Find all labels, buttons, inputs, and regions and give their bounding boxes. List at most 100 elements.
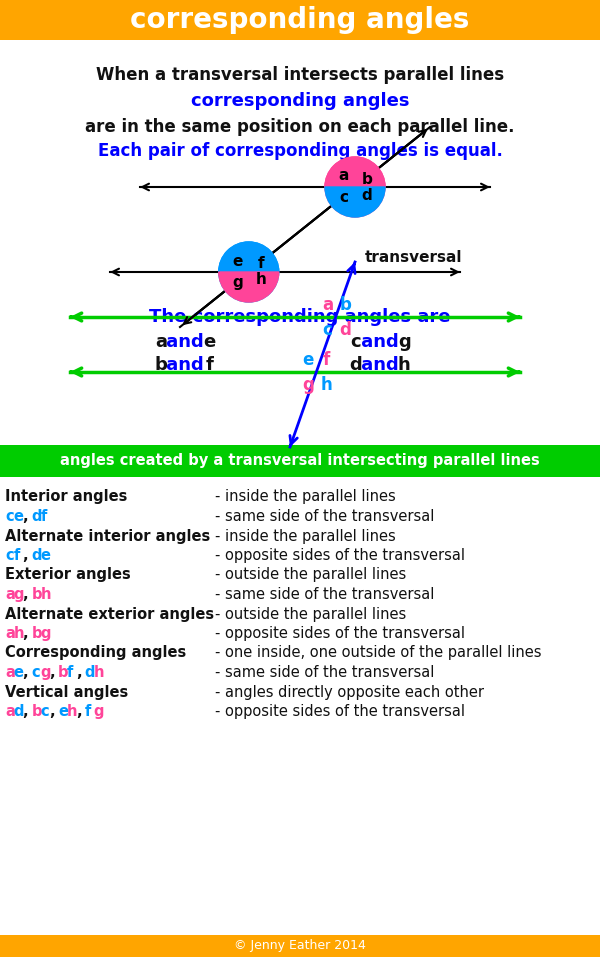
Text: and: and bbox=[355, 333, 405, 351]
Text: e: e bbox=[233, 254, 243, 269]
Wedge shape bbox=[219, 242, 279, 272]
Text: h: h bbox=[320, 376, 332, 394]
Text: and: and bbox=[355, 356, 405, 374]
Text: c: c bbox=[40, 704, 49, 719]
Text: ,: , bbox=[23, 665, 28, 680]
Text: b: b bbox=[362, 171, 373, 187]
Text: Each pair of corresponding angles is equal.: Each pair of corresponding angles is equ… bbox=[98, 142, 502, 160]
Text: c: c bbox=[32, 665, 40, 680]
Text: a: a bbox=[5, 587, 15, 602]
Text: g: g bbox=[14, 587, 25, 602]
Text: - angles directly opposite each other: - angles directly opposite each other bbox=[215, 684, 484, 700]
Text: - same side of the transversal: - same side of the transversal bbox=[215, 665, 434, 680]
Text: e: e bbox=[203, 333, 215, 351]
Text: h: h bbox=[398, 356, 410, 374]
Text: a: a bbox=[5, 626, 15, 641]
Text: c: c bbox=[350, 333, 361, 351]
Text: f: f bbox=[323, 351, 330, 369]
Text: e: e bbox=[302, 351, 314, 369]
Text: ,: , bbox=[23, 704, 28, 719]
Text: a: a bbox=[5, 665, 15, 680]
Bar bbox=[0, 0, 600, 40]
Text: - outside the parallel lines: - outside the parallel lines bbox=[215, 607, 406, 621]
Bar bbox=[0, 935, 600, 957]
Text: g: g bbox=[40, 665, 51, 680]
Text: f: f bbox=[67, 665, 73, 680]
Text: - same side of the transversal: - same side of the transversal bbox=[215, 509, 434, 524]
Text: corresponding angles: corresponding angles bbox=[130, 6, 470, 34]
Text: g: g bbox=[302, 376, 314, 394]
Text: b: b bbox=[58, 665, 68, 680]
Text: corresponding angles: corresponding angles bbox=[191, 92, 409, 110]
Text: When a transversal intersects parallel lines: When a transversal intersects parallel l… bbox=[96, 66, 504, 84]
Text: h: h bbox=[94, 665, 104, 680]
Text: ,: , bbox=[49, 665, 55, 680]
Wedge shape bbox=[219, 272, 279, 302]
Text: d: d bbox=[14, 704, 25, 719]
Text: The corresponding angles are: The corresponding angles are bbox=[149, 308, 451, 326]
Text: Corresponding angles: Corresponding angles bbox=[5, 646, 186, 660]
Text: g: g bbox=[40, 626, 51, 641]
Text: © Jenny Eather 2014: © Jenny Eather 2014 bbox=[234, 940, 366, 952]
Text: ,: , bbox=[23, 587, 28, 602]
Text: d: d bbox=[362, 188, 373, 203]
Text: e: e bbox=[40, 548, 50, 563]
Text: Interior angles: Interior angles bbox=[5, 489, 127, 504]
Text: ,: , bbox=[49, 704, 55, 719]
Text: c: c bbox=[5, 509, 14, 524]
Text: h: h bbox=[40, 587, 51, 602]
Text: - same side of the transversal: - same side of the transversal bbox=[215, 587, 434, 602]
Text: ,: , bbox=[76, 665, 82, 680]
Text: a: a bbox=[155, 333, 167, 351]
Text: - one inside, one outside of the parallel lines: - one inside, one outside of the paralle… bbox=[215, 646, 542, 660]
Text: ,: , bbox=[23, 548, 28, 563]
Text: h: h bbox=[256, 273, 266, 287]
Text: a: a bbox=[339, 168, 349, 184]
Text: g: g bbox=[398, 333, 410, 351]
Text: a: a bbox=[5, 704, 15, 719]
Text: Exterior angles: Exterior angles bbox=[5, 568, 131, 583]
Text: c: c bbox=[323, 321, 332, 339]
Text: transversal: transversal bbox=[365, 250, 463, 264]
Text: Alternate interior angles: Alternate interior angles bbox=[5, 528, 210, 544]
Text: e: e bbox=[14, 509, 24, 524]
Text: g: g bbox=[232, 276, 243, 291]
Text: d: d bbox=[340, 321, 352, 339]
Text: - opposite sides of the transversal: - opposite sides of the transversal bbox=[215, 548, 465, 563]
Text: - outside the parallel lines: - outside the parallel lines bbox=[215, 568, 406, 583]
Text: e: e bbox=[58, 704, 68, 719]
Text: b: b bbox=[32, 704, 42, 719]
Text: f: f bbox=[205, 356, 213, 374]
Text: c: c bbox=[340, 190, 349, 206]
Text: g: g bbox=[94, 704, 104, 719]
Wedge shape bbox=[325, 157, 385, 187]
Bar bbox=[0, 445, 600, 477]
Text: ,: , bbox=[23, 509, 28, 524]
Text: f: f bbox=[14, 548, 20, 563]
Text: - inside the parallel lines: - inside the parallel lines bbox=[215, 489, 396, 504]
Circle shape bbox=[219, 242, 279, 302]
Text: b: b bbox=[154, 356, 167, 374]
Text: are in the same position on each parallel line.: are in the same position on each paralle… bbox=[85, 118, 515, 136]
Text: - inside the parallel lines: - inside the parallel lines bbox=[215, 528, 396, 544]
Text: ,: , bbox=[76, 704, 82, 719]
Text: c: c bbox=[5, 548, 14, 563]
Text: f: f bbox=[85, 704, 91, 719]
Text: h: h bbox=[14, 626, 25, 641]
Text: f: f bbox=[257, 256, 264, 272]
Text: Vertical angles: Vertical angles bbox=[5, 684, 128, 700]
Text: d: d bbox=[349, 356, 362, 374]
Text: b: b bbox=[340, 296, 352, 314]
Text: f: f bbox=[40, 509, 47, 524]
Text: b: b bbox=[32, 587, 42, 602]
Text: e: e bbox=[14, 665, 24, 680]
Circle shape bbox=[325, 157, 385, 217]
Text: d: d bbox=[85, 665, 95, 680]
Text: Alternate exterior angles: Alternate exterior angles bbox=[5, 607, 214, 621]
Text: d: d bbox=[32, 509, 42, 524]
Text: angles created by a transversal intersecting parallel lines: angles created by a transversal intersec… bbox=[60, 454, 540, 469]
Text: d: d bbox=[32, 548, 42, 563]
Text: - opposite sides of the transversal: - opposite sides of the transversal bbox=[215, 626, 465, 641]
Text: - opposite sides of the transversal: - opposite sides of the transversal bbox=[215, 704, 465, 719]
Text: h: h bbox=[67, 704, 77, 719]
